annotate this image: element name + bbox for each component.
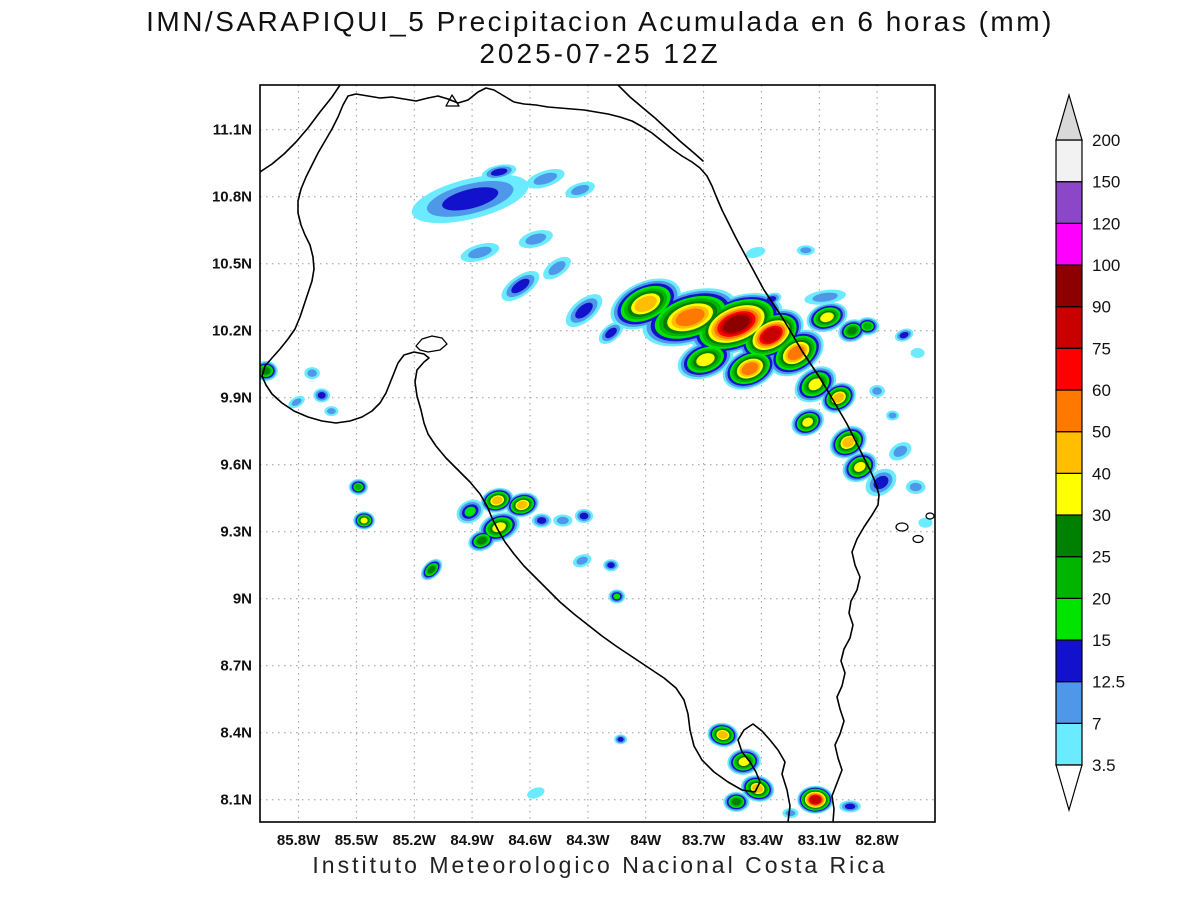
y-tick-label: 11.1N [213,122,252,139]
y-tick-label: 9.3N [220,524,252,541]
colorbar-segment [1056,640,1082,682]
colorbar-tick-label: 120 [1092,214,1120,233]
precip-contour [800,247,811,253]
colorbar-segment [1056,432,1082,474]
lake-arenal-outline [416,336,447,352]
colorbar-segment [1056,140,1082,182]
y-tick-label: 8.1N [220,792,252,809]
island-outline [926,513,934,519]
y-tick-label: 9.6N [220,457,252,474]
island-outline [913,536,923,543]
colorbar-tick-label: 200 [1092,131,1120,150]
nicaragua-pacific-coast [260,85,340,172]
y-tick-label: 8.4N [220,725,252,742]
precip-contour [537,517,546,524]
colorbar-tick-label: 15 [1092,631,1111,650]
colorbar-segment [1056,348,1082,390]
colorbar-segment [1056,307,1082,349]
colorbar-tick-label: 7 [1092,714,1101,733]
y-tick-label: 10.5N [212,256,252,273]
colorbar-arrow-over [1056,95,1082,140]
x-tick-label: 85.5W [335,832,379,849]
precip-contour [732,798,741,805]
colorbar-segment [1056,182,1082,224]
colorbar-tick-label: 60 [1092,381,1111,400]
x-tick-label: 85.8W [277,832,321,849]
colorbar-tick-label: 3.5 [1092,756,1116,775]
precip-contour [911,348,925,358]
precip-contour [745,245,767,260]
precip-contour [910,483,922,492]
colorbar-tick-label: 50 [1092,423,1111,442]
colorbar-tick-label: 75 [1092,339,1111,358]
x-tick-label: 84.6W [508,832,552,849]
precip-contour [889,413,897,419]
precip-contour [618,737,624,742]
precip-contour [845,804,855,810]
x-tick-label: 84W [630,832,662,849]
y-tick-label: 10.2N [212,323,252,340]
colorbar-segment [1056,473,1082,515]
island-outline [896,523,908,531]
colorbar-segment [1056,723,1082,765]
colorbar-tick-label: 12.5 [1092,673,1125,692]
colorbar-arrow-under [1056,765,1082,810]
axis-tick-labels: 85.8W 85.5W 85.2W 84.9W 84.6W 84.3W 84W 83.7W 83… [212,122,900,849]
x-tick-label: 83.7W [682,832,726,849]
precip-contour [526,785,546,801]
precip-contour [786,810,796,816]
x-tick-label: 84.9W [450,832,494,849]
y-tick-label: 8.7N [220,658,252,675]
x-tick-label: 83.1W [798,832,842,849]
colorbar-segment [1056,682,1082,724]
colorbar-tick-label: 90 [1092,298,1111,317]
colorbar-segment [1056,515,1082,557]
colorbar-segment [1056,390,1082,432]
costa-rica-outline [262,88,879,822]
x-tick-label: 85.2W [393,832,437,849]
precip-contour [355,484,362,490]
colorbar-segment [1056,265,1082,307]
colorbar-tick-label: 100 [1092,256,1120,275]
colorbar-tick-label: 25 [1092,548,1111,567]
weather-map-figure: IMN/SARAPIQUI_5 Precipitacion Acumulada … [0,0,1200,900]
precip-contour [557,517,569,524]
colorbar-segment [1056,598,1082,640]
precip-contour [872,387,882,394]
colorbar-segment [1056,223,1082,265]
colorbar-tick-label: 30 [1092,506,1111,525]
precip-contour [327,408,336,414]
colorbar-tick-label: 40 [1092,464,1111,483]
y-tick-label: 9N [233,591,252,608]
precip-contour [810,796,821,804]
precip-contour [613,594,620,600]
y-tick-label: 10.8N [212,189,252,206]
precipitation-field [254,162,933,818]
y-tick-label: 9.9N [220,390,252,407]
colorbar-segment [1056,557,1082,599]
colorbar-tick-label: 150 [1092,173,1120,192]
precip-contour [580,513,589,520]
colorbar-tick-label: 20 [1092,589,1111,608]
colorbar: 3.5 7 12.5 15 20 25 30 40 50 60 75 90 100 120 150 200 [1056,95,1125,810]
footer-caption: Instituto Meteorologico Nacional Costa R… [0,852,1200,879]
precip-contour [361,518,368,524]
x-tick-label: 83.4W [740,832,784,849]
precip-contour [607,562,614,568]
precipitation-map: 85.8W 85.5W 85.2W 84.9W 84.6W 84.3W 84W 83.7W 83… [0,0,1200,900]
x-tick-label: 82.8W [855,832,899,849]
precip-contour [863,323,872,330]
x-tick-label: 84.3W [566,832,610,849]
precip-contour [318,392,326,399]
nicaragua-caribbean-coast [618,85,703,161]
precip-contour [307,369,317,376]
